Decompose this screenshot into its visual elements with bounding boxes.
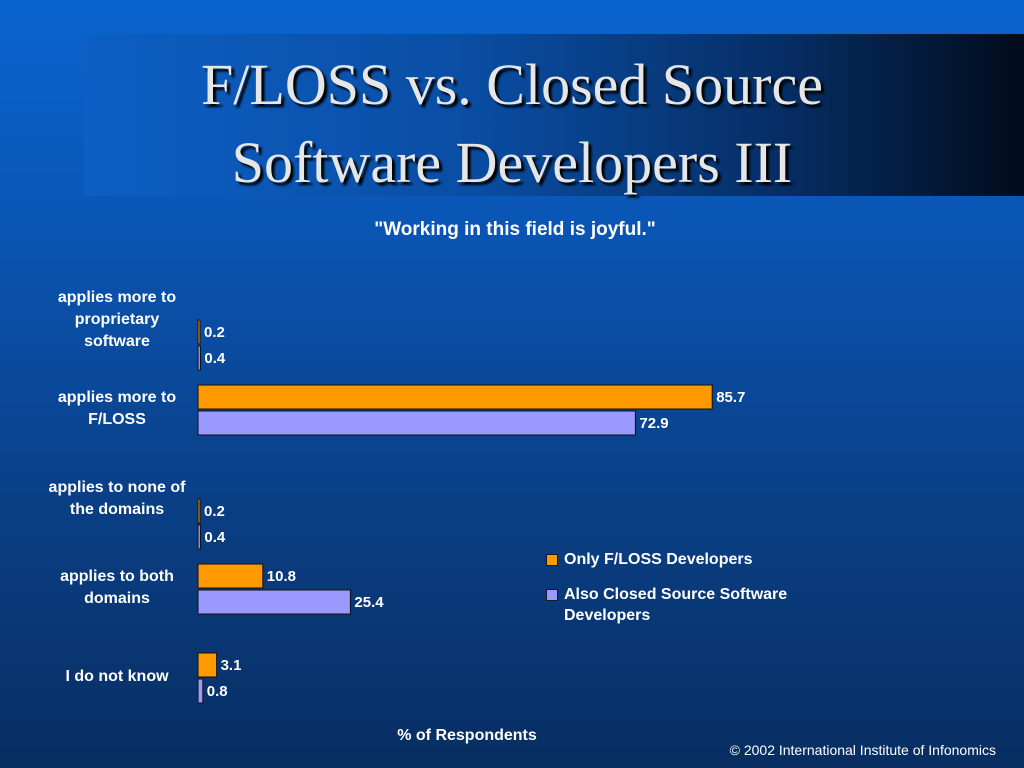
category-label: applies more to F/LOSS (57, 389, 177, 428)
slide-title: F/LOSS vs. Closed Source Software Develo… (0, 46, 1024, 202)
data-label: 72.9 (639, 415, 668, 432)
category-label: I do not know (65, 668, 169, 685)
bar-also-closed-source (197, 410, 636, 436)
bar-only-floss (197, 384, 713, 410)
category-label: applies to both domains (60, 568, 174, 607)
legend-swatch-also-closed-source (546, 589, 558, 601)
chart-title: "Working in this field is joyful." (374, 219, 656, 240)
legend-label-also-closed-source-line-2: Developers (564, 607, 651, 624)
bar-only-floss (197, 498, 201, 524)
data-label: 3.1 (221, 657, 242, 674)
legend-label-only-floss: Only F/LOSS Developers (564, 551, 753, 568)
bar-only-floss (197, 563, 264, 589)
title-band (84, 34, 1024, 196)
data-label: 0.8 (207, 683, 228, 700)
data-label: 0.2 (204, 324, 225, 341)
legend-item-only-floss: Only F/LOSS Developers (546, 549, 846, 570)
legend-label-also-closed-source-line-1: Also Closed Source Software (564, 586, 788, 603)
bar-only-floss (197, 652, 218, 678)
legend-item-also-closed-source: Also Closed Source Software Developers (546, 584, 846, 626)
data-label: 25.4 (354, 594, 384, 611)
x-axis-label: % of Respondents (397, 727, 537, 744)
data-label: 0.4 (204, 350, 226, 367)
slide-title-line-2: Software Developers III (231, 130, 793, 195)
data-label: 10.8 (267, 568, 296, 585)
bar-also-closed-source (197, 678, 204, 704)
legend-swatch-only-floss (546, 554, 558, 566)
category-label: applies to none of the domains (48, 479, 186, 518)
data-label: 0.2 (204, 503, 225, 520)
slide-title-line-1: F/LOSS vs. Closed Source (201, 52, 823, 117)
category-label: applies more to proprietary software (57, 289, 177, 350)
bar-also-closed-source (197, 589, 351, 615)
bar-also-closed-source (197, 524, 201, 550)
bar-only-floss (197, 319, 201, 345)
bar-also-closed-source (197, 345, 201, 371)
data-label: 85.7 (716, 389, 745, 406)
chart-legend: Only F/LOSS Developers Also Closed Sourc… (546, 549, 846, 640)
copyright-notice: © 2002 International Institute of Infono… (729, 742, 996, 758)
data-label: 0.4 (204, 529, 226, 546)
